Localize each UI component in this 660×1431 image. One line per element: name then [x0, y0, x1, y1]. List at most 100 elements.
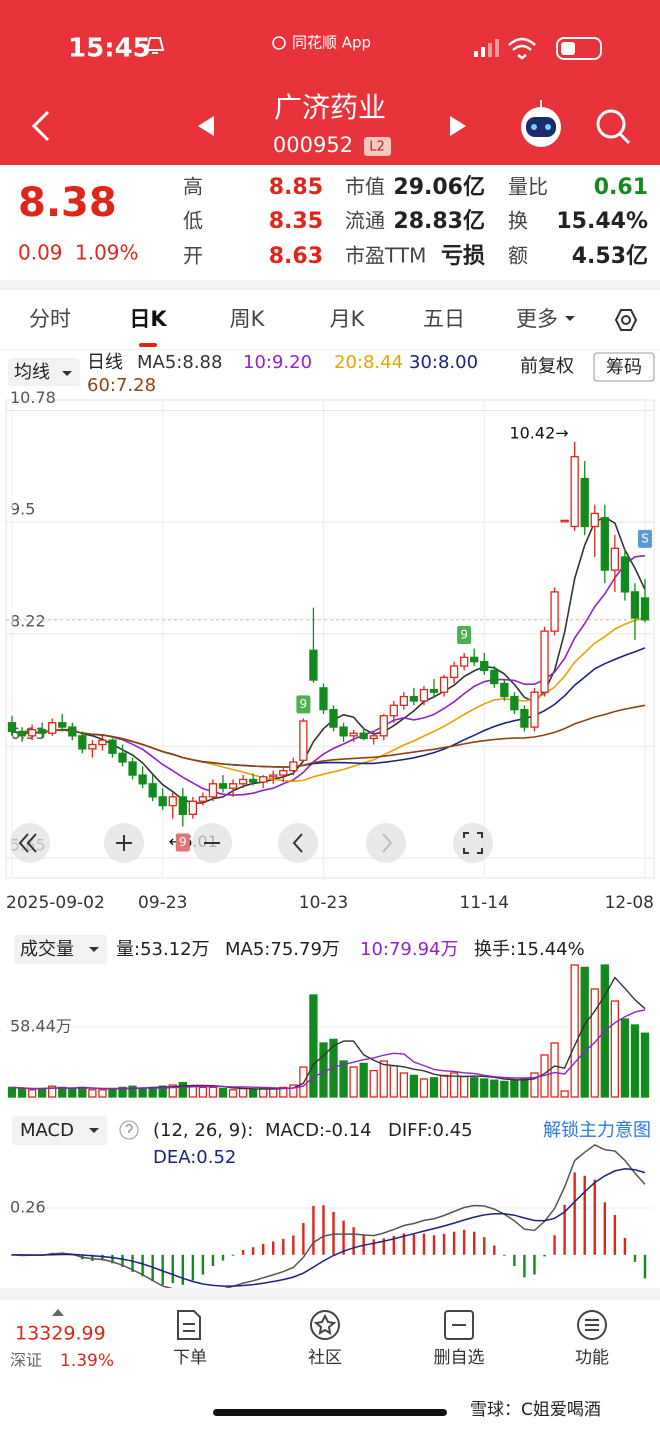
stock-code: 000952	[273, 133, 353, 157]
separator	[0, 1288, 660, 1300]
period-tab[interactable]: 日K	[129, 307, 167, 331]
candle-body	[248, 778, 258, 783]
period-tab[interactable]: 分时	[29, 307, 71, 331]
candle-body	[259, 776, 268, 783]
macd-item: MACD:-0.14	[265, 1120, 372, 1141]
quote-label: 低	[183, 209, 203, 233]
candle-body	[128, 761, 137, 776]
signal-text: 9	[179, 835, 187, 849]
quote-value: 0.61	[594, 175, 648, 200]
ma-item: 60:7.28	[87, 375, 156, 396]
price-chart: 10.789.58.226.935.652025-09-0209-2310-23…	[5, 388, 655, 913]
candle-body	[369, 735, 378, 740]
volume-bar	[419, 1078, 429, 1098]
macd-bar	[101, 1254, 104, 1261]
index-name: 深证	[10, 1351, 42, 1370]
ma-item: 20:8.44	[334, 352, 403, 373]
candle-body	[37, 729, 47, 734]
macd-bar	[643, 1254, 647, 1279]
volume-selector[interactable]	[14, 935, 107, 964]
volume-bar	[449, 1072, 459, 1098]
candle-body	[459, 656, 469, 667]
period-tab[interactable]: 更多	[516, 307, 558, 331]
adjust-mode[interactable]: 前复权	[520, 356, 574, 377]
volume-bar	[58, 1086, 67, 1098]
macd-bar	[583, 1175, 586, 1255]
signal-text: 9	[300, 697, 308, 711]
volume-bar	[429, 1077, 439, 1098]
volume-bar	[138, 1087, 147, 1098]
index-caret	[52, 1309, 64, 1316]
volume-bar	[128, 1085, 137, 1098]
macd-bar	[221, 1254, 225, 1261]
ma-line	[11, 616, 646, 783]
chart-control-glyph	[463, 832, 483, 854]
volume-bar	[108, 1087, 117, 1098]
mute-icon	[145, 37, 165, 54]
quote-value: 4.53亿	[572, 244, 648, 269]
candle-body	[118, 752, 127, 763]
candle-body	[17, 730, 27, 737]
macd-bar	[523, 1254, 526, 1278]
search-button[interactable]	[596, 109, 631, 145]
macd-line	[11, 1168, 646, 1287]
chart-control-glyph	[116, 835, 132, 851]
candle-body	[158, 796, 167, 807]
macd-bar	[261, 1243, 265, 1255]
volume-bar	[88, 1089, 97, 1098]
volume-bar	[289, 1084, 298, 1098]
volume-bar	[570, 964, 579, 1098]
nav-item[interactable]: 删自选	[434, 1348, 485, 1368]
macd-bar	[312, 1205, 315, 1255]
app-icon	[272, 36, 286, 50]
macd-bar	[613, 1214, 617, 1255]
battery-level	[561, 42, 575, 55]
chart-control-glyph	[292, 833, 303, 853]
chart-settings-button[interactable]	[614, 309, 638, 331]
back-button[interactable]	[31, 110, 50, 142]
signal-text: S	[641, 531, 649, 545]
chips-button[interactable]	[593, 352, 655, 382]
chart-control-button[interactable]	[366, 823, 406, 863]
volume-bar	[550, 1042, 559, 1098]
candle-body	[218, 783, 228, 789]
x-tick-label: 09-23	[138, 893, 187, 913]
period-tab[interactable]: 周K	[230, 307, 266, 331]
candle-body	[590, 512, 599, 528]
y-tick-label: 8.22	[10, 611, 46, 630]
volume-bar	[238, 1087, 248, 1098]
next-stock-button[interactable]	[450, 116, 466, 136]
y-tick-label: 58.44万	[10, 1016, 72, 1035]
volume-bar	[269, 1087, 278, 1098]
nav-item[interactable]: 功能	[575, 1348, 609, 1368]
unlock-link[interactable]: 解锁主力意图	[543, 1120, 651, 1141]
candle-body	[339, 726, 348, 737]
candle-body	[88, 743, 97, 750]
macd-bar	[302, 1223, 305, 1255]
macd-bar	[282, 1238, 285, 1255]
quote-value: 29.06亿	[393, 175, 485, 200]
period-tab[interactable]: 五日	[423, 307, 465, 331]
prev-stock-button[interactable]	[198, 116, 214, 136]
volume-bar	[530, 1072, 539, 1098]
candle-body	[319, 687, 328, 711]
period-tab[interactable]: 月K	[330, 307, 366, 331]
macd-bar	[493, 1245, 496, 1255]
nav-item[interactable]: 下单	[173, 1348, 207, 1368]
macd-bar	[191, 1254, 195, 1281]
assistant-button[interactable]	[521, 100, 561, 147]
index-value: 13329.99	[15, 1323, 106, 1345]
watermark: 雪球：C姐爱喝酒	[470, 1400, 601, 1420]
nav-item[interactable]: 社区	[308, 1348, 342, 1368]
chart-control-button[interactable]	[453, 823, 493, 863]
macd-bar	[231, 1254, 235, 1256]
macd-selector[interactable]	[12, 1116, 107, 1145]
chart-control-button[interactable]	[10, 823, 50, 863]
quote-value: 8.63	[269, 244, 323, 269]
macd-bar	[452, 1231, 456, 1255]
help-icon[interactable]	[119, 1120, 139, 1140]
candle-body	[168, 796, 177, 807]
chart-control-button[interactable]	[278, 823, 318, 863]
ma-selector[interactable]	[8, 358, 80, 386]
candle-body	[68, 726, 77, 737]
